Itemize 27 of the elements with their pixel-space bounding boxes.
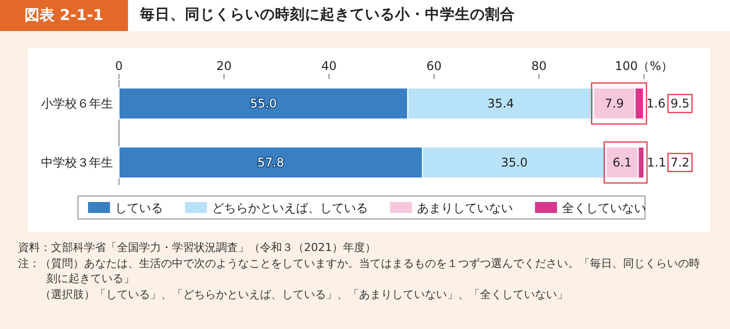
legend-label: している (115, 201, 163, 215)
x-tick-label: 0 (115, 59, 123, 73)
x-tick-label: 20 (216, 59, 232, 73)
data-label: 35.0 (500, 156, 528, 170)
text: （選択肢）「している」、「どちらかといえば、している」、「あまりしていない」、「全くしていない」 (39, 286, 569, 302)
chart-title: 毎日、同じくらいの時刻に起きている小・中学生の割合 (140, 6, 515, 25)
legend-label: あまりしていない (417, 201, 513, 215)
data-label: 35.4 (487, 96, 514, 110)
data-label: 1.1 (647, 156, 666, 170)
y-tick-label: 小学校６年生 (41, 96, 113, 110)
data-label: 6.1 (612, 156, 632, 170)
data-label: 57.8 (257, 156, 284, 170)
text: 資料：文部科学省「全国学力・学習状況調査」（令和３（2021）年度） (18, 240, 377, 256)
x-tick-label: 80 (531, 59, 547, 73)
text: 注：（質問）あなたは、生活の中で次のようなことをしていますか。当てはまるものを１つずつ選んでください。「毎日、同じくらいの時刻に起きている」 (18, 256, 701, 286)
x-tick-label: 60 (426, 59, 442, 73)
data-label: 7.9 (604, 96, 624, 110)
x-tick-label: 40 (321, 59, 337, 73)
data-label: 55.0 (250, 96, 277, 110)
y-tick-label: 中学校３年生 (41, 156, 113, 170)
data-label: 1.6 (646, 96, 666, 110)
x-tick-label: 100（%） (614, 59, 674, 73)
annotation-box: 9.5 (667, 94, 693, 114)
chart-subtitle: 図表 2-1-1 (0, 0, 128, 31)
legend-label: 全くしていない (562, 201, 646, 215)
annotation-box: 7.2 (667, 152, 693, 172)
legend-label: どちらかといえば、している (212, 201, 368, 215)
